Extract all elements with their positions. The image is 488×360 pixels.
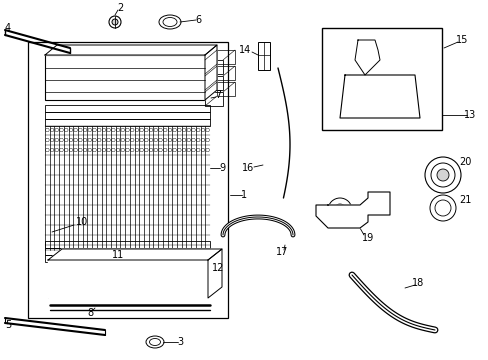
Circle shape bbox=[357, 208, 361, 212]
Circle shape bbox=[365, 208, 369, 212]
Bar bbox=[45, 112, 209, 119]
Text: 2: 2 bbox=[117, 3, 123, 13]
Text: 12: 12 bbox=[211, 263, 224, 273]
Text: 16: 16 bbox=[242, 163, 254, 173]
Bar bbox=[217, 82, 235, 96]
Circle shape bbox=[112, 19, 118, 25]
Bar bbox=[217, 50, 235, 64]
Text: 14: 14 bbox=[238, 45, 251, 55]
Text: 20: 20 bbox=[458, 157, 470, 167]
Bar bbox=[45, 105, 209, 112]
Bar bbox=[45, 55, 204, 100]
Text: 6: 6 bbox=[195, 15, 201, 25]
Text: 11: 11 bbox=[112, 250, 124, 260]
Text: 4: 4 bbox=[5, 23, 11, 33]
Polygon shape bbox=[48, 260, 207, 298]
Ellipse shape bbox=[163, 18, 177, 27]
Polygon shape bbox=[354, 40, 379, 75]
Ellipse shape bbox=[149, 338, 160, 346]
Circle shape bbox=[349, 208, 353, 212]
Bar bbox=[217, 66, 235, 80]
Bar bbox=[45, 241, 209, 248]
Bar bbox=[45, 248, 209, 255]
Text: 19: 19 bbox=[361, 233, 373, 243]
Polygon shape bbox=[204, 45, 217, 100]
Text: 8: 8 bbox=[87, 308, 93, 318]
Text: 18: 18 bbox=[411, 278, 423, 288]
Text: 3: 3 bbox=[177, 337, 183, 347]
Text: 5: 5 bbox=[5, 320, 11, 330]
Bar bbox=[48, 260, 207, 298]
Text: 13: 13 bbox=[463, 110, 475, 120]
Bar bbox=[28, 42, 227, 318]
Polygon shape bbox=[339, 75, 419, 118]
Bar bbox=[204, 92, 223, 106]
Text: 21: 21 bbox=[458, 195, 470, 205]
Polygon shape bbox=[207, 249, 222, 298]
Circle shape bbox=[436, 169, 448, 181]
Polygon shape bbox=[315, 192, 389, 228]
Polygon shape bbox=[45, 45, 217, 55]
Bar bbox=[321, 28, 441, 130]
Bar bbox=[204, 60, 223, 74]
Text: 10: 10 bbox=[76, 217, 88, 227]
Text: 1: 1 bbox=[241, 190, 246, 200]
Text: 9: 9 bbox=[219, 163, 224, 173]
Bar bbox=[204, 76, 223, 90]
Text: 15: 15 bbox=[455, 35, 467, 45]
Bar bbox=[45, 255, 209, 262]
Polygon shape bbox=[48, 249, 222, 260]
Bar bbox=[45, 119, 209, 126]
Text: 17: 17 bbox=[275, 247, 287, 257]
Text: 7: 7 bbox=[214, 90, 221, 100]
Bar bbox=[258, 42, 269, 70]
